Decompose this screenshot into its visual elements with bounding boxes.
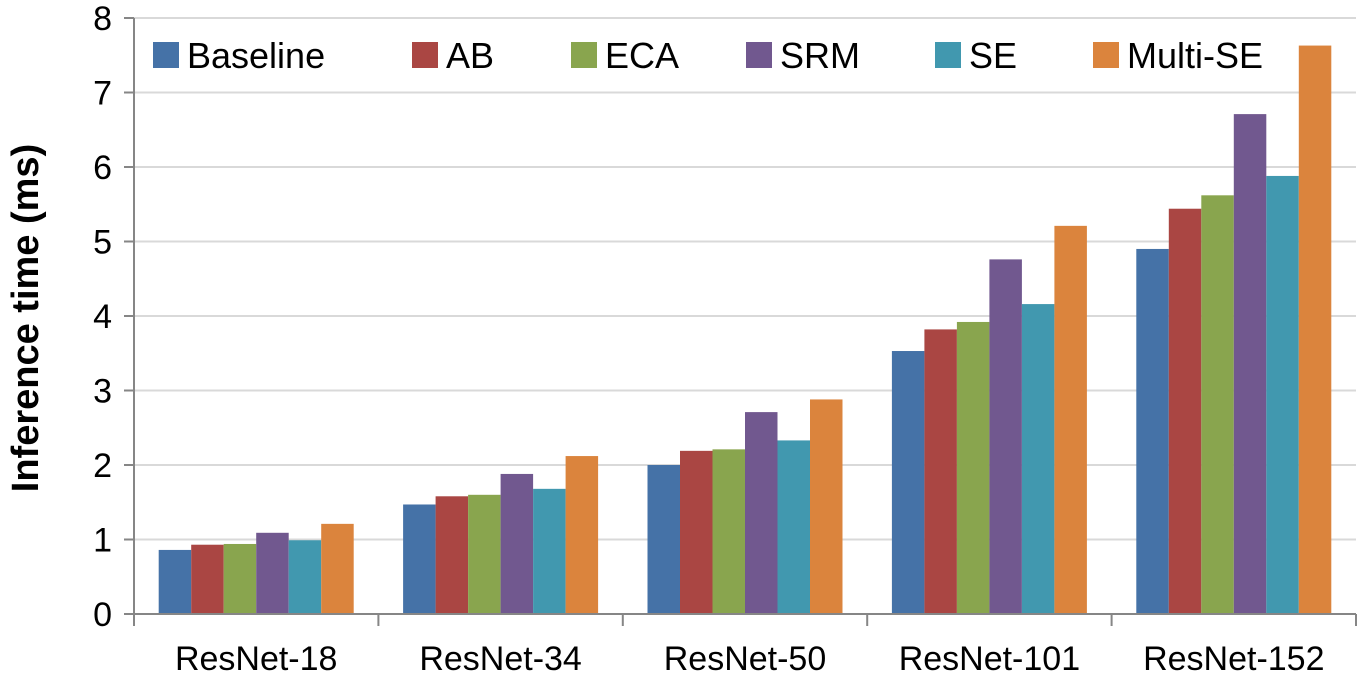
legend-label-multi-se: Multi-SE bbox=[1127, 35, 1263, 76]
bars bbox=[158, 45, 1332, 615]
bar-ab-resnet-18 bbox=[191, 544, 224, 614]
axes bbox=[124, 17, 1357, 626]
y-tick-label-4: 4 bbox=[93, 298, 112, 336]
legend-label-srm: SRM bbox=[780, 35, 860, 76]
bar-eca-resnet-152 bbox=[1201, 195, 1234, 614]
bar-eca-resnet-34 bbox=[468, 494, 501, 614]
bar-se-resnet-18 bbox=[288, 540, 322, 614]
bar-baseline-resnet-18 bbox=[158, 549, 192, 614]
x-category-labels: ResNet-18 ResNet-34 ResNet-50 ResNet-101 Res… bbox=[175, 640, 1325, 678]
bar-baseline-resnet-152 bbox=[1136, 248, 1169, 614]
x-category-label: ResNet-152 bbox=[1143, 640, 1324, 678]
bar-eca-resnet-18 bbox=[223, 543, 257, 614]
bar-srm-resnet-34 bbox=[500, 473, 534, 614]
bar-baseline-resnet-101 bbox=[891, 351, 925, 614]
bar-se-resnet-152 bbox=[1266, 175, 1299, 614]
y-tick-label-1: 1 bbox=[93, 522, 112, 560]
bar-srm-resnet-152 bbox=[1233, 114, 1267, 614]
legend-swatch-se bbox=[935, 42, 961, 68]
legend-swatch-multi-se bbox=[1093, 42, 1119, 68]
legend-label-se: SE bbox=[969, 35, 1017, 76]
y-tick-label-8: 8 bbox=[93, 0, 112, 38]
bar-ab-resnet-50 bbox=[680, 450, 713, 614]
legend-swatch-srm bbox=[746, 42, 772, 68]
y-tick-label-2: 2 bbox=[93, 447, 112, 485]
bar-ab-resnet-34 bbox=[435, 496, 469, 614]
bar-multi-se-resnet-152 bbox=[1298, 45, 1332, 614]
y-tick-label-6: 6 bbox=[93, 149, 112, 187]
bar-multi-se-resnet-18 bbox=[321, 523, 354, 614]
bar-se-resnet-34 bbox=[533, 488, 566, 614]
bar-se-resnet-101 bbox=[1021, 304, 1055, 614]
legend-label-eca: ECA bbox=[605, 35, 679, 76]
y-tick-label-5: 5 bbox=[93, 224, 112, 262]
y-tick-label-3: 3 bbox=[93, 373, 112, 411]
y-tick-labels: 0 1 2 3 4 5 6 7 8 bbox=[93, 0, 112, 634]
y-axis-title: Inference time (ms) bbox=[5, 144, 47, 492]
gridlines bbox=[134, 17, 1356, 541]
x-category-label: ResNet-101 bbox=[899, 640, 1080, 678]
bar-eca-resnet-101 bbox=[956, 321, 990, 614]
legend-label-baseline: Baseline bbox=[187, 35, 325, 76]
bar-eca-resnet-50 bbox=[712, 449, 745, 614]
x-category-label: ResNet-34 bbox=[419, 640, 582, 678]
bar-srm-resnet-101 bbox=[989, 259, 1022, 614]
bar-baseline-resnet-34 bbox=[403, 504, 436, 614]
legend: Baseline AB ECA SRM SE Multi-SE bbox=[153, 35, 1263, 76]
y-tick-label-7: 7 bbox=[93, 75, 112, 113]
bar-srm-resnet-18 bbox=[256, 532, 289, 614]
bar-multi-se-resnet-50 bbox=[810, 399, 843, 614]
x-category-label: ResNet-18 bbox=[175, 640, 338, 678]
bar-se-resnet-50 bbox=[777, 440, 810, 614]
x-category-label: ResNet-50 bbox=[664, 640, 827, 678]
bar-ab-resnet-152 bbox=[1168, 208, 1202, 614]
bar-ab-resnet-101 bbox=[924, 329, 957, 614]
y-tick-label-0: 0 bbox=[93, 596, 112, 634]
bar-baseline-resnet-50 bbox=[647, 465, 680, 614]
bar-srm-resnet-50 bbox=[745, 412, 778, 614]
bar-multi-se-resnet-34 bbox=[565, 456, 599, 614]
legend-swatch-baseline bbox=[153, 42, 179, 68]
legend-label-ab: AB bbox=[446, 35, 494, 76]
legend-swatch-ab bbox=[412, 42, 438, 68]
legend-swatch-eca bbox=[571, 42, 597, 68]
bar-multi-se-resnet-101 bbox=[1054, 225, 1087, 615]
